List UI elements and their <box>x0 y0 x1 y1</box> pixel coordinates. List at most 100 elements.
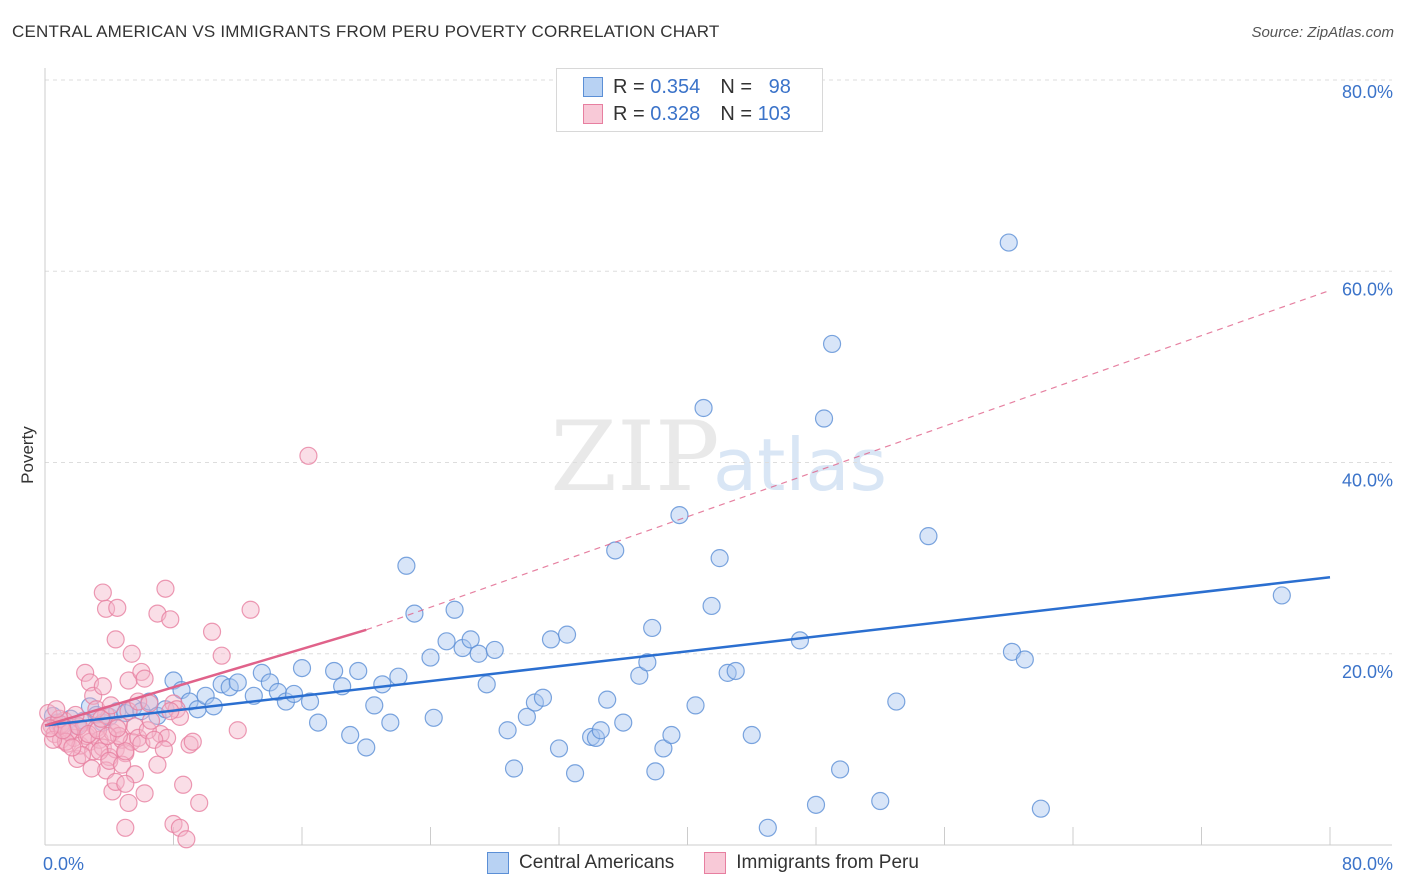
legend-label: Central Americans <box>519 852 675 873</box>
watermark-atlas: atlas <box>713 423 887 507</box>
peru-point <box>202 622 222 641</box>
central-american-point <box>541 630 561 649</box>
peru-point <box>122 644 141 663</box>
stats-legend: R = 0.354 N = 98 R = 0.328 N = 103 <box>556 68 823 132</box>
central-american-point <box>742 725 761 745</box>
peru-point <box>170 707 190 726</box>
y-tick-label: 40.0% <box>1342 471 1393 491</box>
legend-r-value: 0.328 <box>650 102 701 125</box>
central-american-point <box>533 688 553 707</box>
peru-point <box>183 732 202 751</box>
central-american-point <box>630 666 649 685</box>
legend-item-immigrants-from-peru[interactable]: Immigrants from Peru <box>704 852 919 874</box>
central-american-point <box>1272 586 1291 605</box>
central-american-point <box>686 696 705 715</box>
central-american-point <box>1015 650 1034 669</box>
peru-point <box>125 765 145 784</box>
peru-point <box>116 818 135 837</box>
central-american-point <box>485 640 504 660</box>
central-american-point <box>381 713 400 732</box>
peru-point <box>145 730 164 749</box>
central-american-point <box>557 625 577 644</box>
legend-row-immigrants-from-peru: R = 0.328 N = 103 <box>583 102 791 126</box>
peru-point <box>135 784 154 803</box>
central-american-point <box>919 527 938 546</box>
central-american-point <box>498 721 517 740</box>
central-american-point <box>565 764 585 783</box>
legend-label: Immigrants from Peru <box>736 852 919 873</box>
x-tick-label: 80.0% <box>1342 854 1393 874</box>
peru-point <box>299 446 318 465</box>
peru-point <box>177 830 196 849</box>
watermark-zip: ZIP <box>550 401 719 513</box>
legend-n-label: N = <box>720 75 752 98</box>
central-american-point <box>702 596 721 616</box>
x-tick-label: 0.0% <box>43 854 84 874</box>
peru-point <box>47 700 66 719</box>
central-american-point <box>646 762 665 781</box>
central-american-point <box>357 738 376 757</box>
peru-point <box>174 775 193 794</box>
peru-trendline <box>44 628 367 727</box>
central-american-point <box>341 725 360 745</box>
central-american-point <box>598 690 617 709</box>
peru-trendline-extension <box>366 289 1331 631</box>
peru-point <box>140 694 159 713</box>
central-american-point <box>325 661 344 681</box>
peru-point <box>154 740 173 759</box>
central-american-point <box>349 661 368 681</box>
peru-point <box>82 759 101 778</box>
legend-item-central-americans[interactable]: Central Americans <box>487 852 674 874</box>
peru-point <box>79 724 98 744</box>
central-american-point <box>758 818 777 837</box>
peru-point <box>116 742 135 761</box>
central-american-point <box>710 549 729 568</box>
central-american-point <box>694 398 713 418</box>
peru-point <box>84 686 103 705</box>
peru-point <box>76 663 95 682</box>
peru-point <box>93 583 112 602</box>
peru-point <box>112 755 132 774</box>
peru-point <box>116 774 135 793</box>
legend-r-label: R = <box>613 75 645 98</box>
legend-r-label: R = <box>613 102 645 125</box>
legend-swatch-pink <box>704 852 727 874</box>
central-american-point <box>405 604 424 623</box>
central-american-point <box>228 673 247 692</box>
central-american-point <box>469 644 488 663</box>
series-legend: Central Americans Immigrants from Peru <box>0 852 1406 874</box>
peru-point <box>72 746 92 765</box>
central-american-point <box>614 713 633 732</box>
central-american-point <box>643 618 662 638</box>
peru-point <box>241 600 260 619</box>
central-american-point <box>365 696 384 715</box>
central-american-point <box>654 739 673 758</box>
peru-point <box>170 818 190 837</box>
legend-r-value: 0.354 <box>650 75 701 98</box>
legend-n-value: 103 <box>757 102 791 125</box>
peru-point <box>106 630 125 649</box>
central-american-point <box>517 707 536 726</box>
central-american-point <box>461 630 480 649</box>
central-american-point <box>424 708 443 727</box>
central-american-point <box>662 725 681 745</box>
legend-n-value: 98 <box>768 75 791 98</box>
y-tick-label: 80.0% <box>1342 82 1393 102</box>
legend-row-central-americans: R = 0.354 N = 98 <box>583 75 791 99</box>
central-american-point <box>822 334 842 354</box>
central-american-point <box>477 675 496 694</box>
peru-point <box>156 579 175 598</box>
peru-point <box>148 755 167 774</box>
peru-point <box>161 610 180 629</box>
peru-point <box>119 793 138 813</box>
central-american-point <box>437 632 456 651</box>
peru-point <box>43 730 63 749</box>
peru-point <box>93 677 112 696</box>
central-american-point <box>871 791 890 811</box>
peru-point <box>88 721 108 740</box>
central-american-point <box>373 675 392 694</box>
peru-point <box>108 719 127 738</box>
central-american-point <box>887 692 906 711</box>
legend-swatch-pink <box>583 104 603 124</box>
